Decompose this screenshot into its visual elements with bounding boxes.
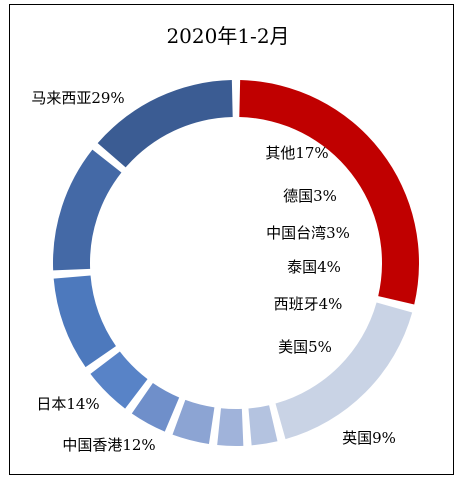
slice-label-2: 其他17% <box>265 144 328 162</box>
slice-8 <box>53 275 116 368</box>
slice-label-10: 日本14% <box>36 395 99 413</box>
labels-group: 马来西亚29% 其他17% 德国3% 中国台湾3% 泰国4% 西班牙4% 美国5% 英国9% 中… <box>31 89 396 454</box>
slice-label-3: 德国3% <box>283 187 337 205</box>
slice-label-4: 中国台湾3% <box>266 224 350 242</box>
slice-5 <box>172 399 215 444</box>
slice-label-9: 中国香港12% <box>62 436 155 454</box>
slice-label-5: 泰国4% <box>287 258 341 276</box>
slice-7 <box>90 351 148 409</box>
slice-label-6: 西班牙4% <box>274 295 343 313</box>
slice-2 <box>275 302 413 440</box>
slice-4 <box>217 408 244 446</box>
slice-10 <box>97 80 233 168</box>
chart-title: 2020年1-2月 <box>166 24 289 48</box>
slices-group <box>53 80 420 446</box>
slice-3 <box>248 405 278 446</box>
slice-label-1: 马来西亚29% <box>31 89 124 107</box>
slice-6 <box>131 383 180 432</box>
slice-9 <box>53 149 122 271</box>
slice-1 <box>239 80 420 305</box>
slice-label-7: 美国5% <box>278 338 332 356</box>
slice-label-8: 英国9% <box>342 429 396 447</box>
